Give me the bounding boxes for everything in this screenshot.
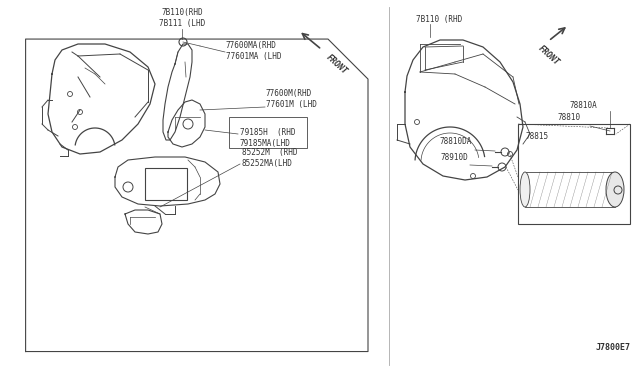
Bar xyxy=(525,172,615,207)
Text: 7B111 (LHD: 7B111 (LHD xyxy=(159,19,205,28)
Text: 78910D: 78910D xyxy=(440,153,468,162)
Text: 78810: 78810 xyxy=(558,113,581,122)
Text: FRONT: FRONT xyxy=(325,53,349,76)
Text: 79185MA(LHD: 79185MA(LHD xyxy=(240,139,291,148)
Text: J7800E7: J7800E7 xyxy=(595,343,630,352)
Ellipse shape xyxy=(520,172,530,207)
Text: 77601MA (LHD: 77601MA (LHD xyxy=(226,52,282,61)
Text: 85252M  (RHD: 85252M (RHD xyxy=(242,148,298,157)
Text: 77600MA(RHD: 77600MA(RHD xyxy=(226,41,277,50)
Text: FRONT: FRONT xyxy=(536,44,561,67)
Text: 85252MA(LHD: 85252MA(LHD xyxy=(242,159,293,168)
Text: 7B110(RHD: 7B110(RHD xyxy=(161,8,204,17)
Text: 78810DA: 78810DA xyxy=(440,137,472,146)
Bar xyxy=(145,168,187,200)
Text: 7B110 (RHD: 7B110 (RHD xyxy=(416,15,462,24)
Ellipse shape xyxy=(606,172,624,207)
Text: 78815: 78815 xyxy=(526,132,549,141)
Bar xyxy=(518,124,630,224)
Text: 78810A: 78810A xyxy=(570,101,598,110)
Text: 79185H  (RHD: 79185H (RHD xyxy=(240,128,296,137)
Text: 77601M (LHD: 77601M (LHD xyxy=(266,100,317,109)
Text: 77600M(RHD: 77600M(RHD xyxy=(266,89,312,98)
